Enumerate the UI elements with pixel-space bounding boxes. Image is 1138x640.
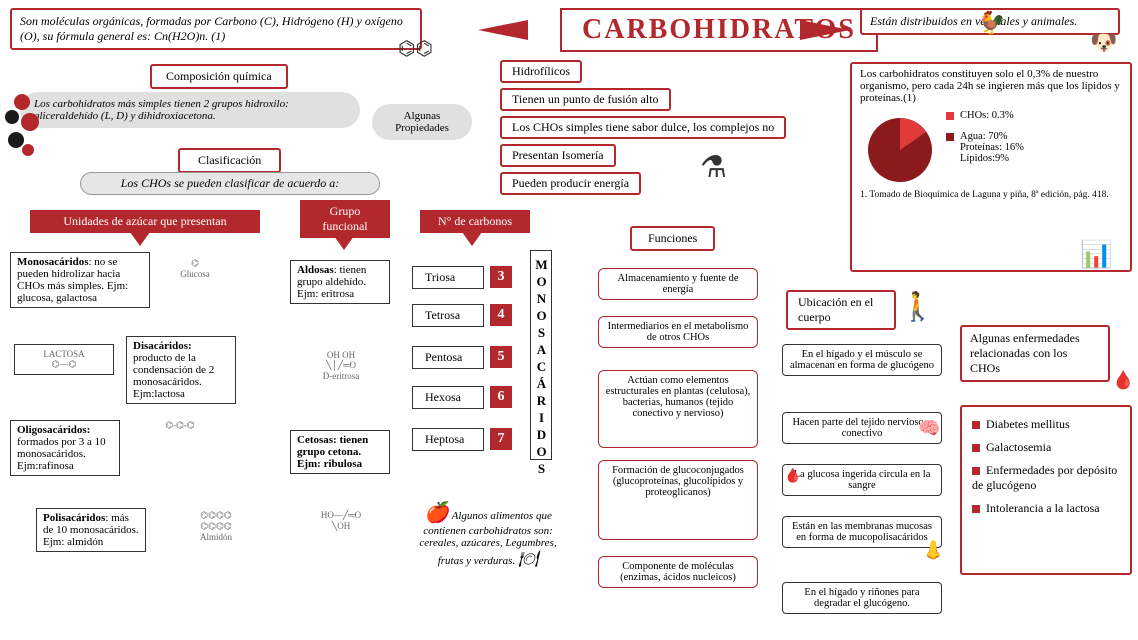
rafinosa-img: ⌬-⌬-⌬ — [130, 420, 230, 431]
pie-note: 1. Tomado de Bioquímica de Laguna y piña… — [860, 190, 1122, 200]
func-1: Intermediarios en el metabolismo de otro… — [598, 316, 758, 348]
monosacaridos-vert: MONOSACÁRIDOS — [530, 250, 552, 460]
di-t: producto de la condensación de 2 monosac… — [133, 352, 214, 400]
blooddrop-icon: 🩸 — [784, 468, 801, 485]
c-hexosa: Hexosa — [412, 386, 484, 409]
oligo-h: Oligosacáridos: — [17, 424, 90, 436]
n4: 4 — [490, 304, 512, 326]
brain-icon: 🧠 — [918, 418, 940, 439]
poli-h: Polisacáridos — [43, 512, 105, 524]
clasificacion-label: Clasificación — [178, 148, 281, 173]
ub-3: Están en las membranas mucosas en forma … — [782, 516, 942, 548]
cetosas: Cetosas: tienen grupo cetona. Ejm: ribul… — [290, 430, 390, 474]
prop-0: Hidrofílicos — [500, 60, 582, 83]
oligo-t: formados por 3 a 10 monosacáridos. Ejm:r… — [17, 436, 106, 472]
n3: 3 — [490, 266, 512, 288]
arrow-icon — [462, 232, 482, 246]
prop-4: Pueden producir energía — [500, 172, 641, 195]
arrow-icon — [130, 232, 150, 246]
blood-icon: 🩸 — [1112, 370, 1134, 391]
prop-2: Los CHOs simples tiene sabor dulce, los … — [500, 116, 786, 139]
nose-icon: 👃 — [922, 540, 944, 561]
di-h: Disacáridos: — [133, 340, 192, 352]
c-tetrosa: Tetrosa — [412, 304, 484, 327]
simples-text: Los carbohidratos más simples tienen 2 g… — [20, 92, 360, 128]
arrow-right-icon — [800, 20, 850, 40]
enf-1: Galactosemia — [986, 440, 1051, 454]
bars-icon: 📊 — [1080, 240, 1112, 270]
glucose-img: ⌬Glucosa — [160, 258, 230, 279]
ub-2: La glucosa ingerida circula en la sangre — [782, 464, 942, 496]
funciones-label: Funciones — [630, 226, 715, 251]
func-3: Formación de glucoconjugados (glucoprote… — [598, 460, 758, 540]
arrow-left-icon — [478, 20, 528, 40]
crit3: N° de carbonos — [420, 210, 530, 233]
func-0: Almacenamiento y fuente de energía — [598, 268, 758, 300]
fact-text: Los carbohidratos constituyen solo el 0,… — [860, 68, 1122, 104]
n7: 7 — [490, 428, 512, 450]
lactose-img: LACTOSA⌬—⌬ — [14, 344, 114, 375]
enf-3: Intolerancia a la lactosa — [986, 501, 1100, 515]
ubicacion-label: Ubicación en el cuerpo — [786, 290, 896, 330]
c-heptosa: Heptosa — [412, 428, 484, 451]
aldosas-h: Aldosas — [297, 264, 334, 276]
mono-h: Monosacáridos — [17, 256, 89, 268]
eritrosa-img: OH OH╲│╱═OD-eritrosa — [296, 350, 386, 381]
ribulosa-img: HO—╱═O╲OH — [296, 510, 386, 532]
person-icon: 🚶 — [900, 290, 935, 324]
rooster-icon: 🐓 — [978, 10, 1005, 36]
func-4: Componente de moléculas (enzimas, ácidos… — [598, 556, 758, 588]
ub-4: En el hígado y riñones para degradar el … — [782, 582, 942, 614]
composicion-label: Composición química — [150, 64, 288, 89]
func-2: Actúan como elementos estructurales en p… — [598, 370, 758, 448]
clasif-text: Los CHOs se pueden clasificar de acuerdo… — [80, 172, 380, 195]
enfermedades-label: Algunas enfermedades relacionadas con lo… — [960, 325, 1110, 382]
almidon-img: ⌬⌬⌬⌬⌬⌬⌬⌬Almidón — [156, 510, 276, 542]
enfermedades-box: Diabetes mellitus Galactosemia Enfermeda… — [960, 405, 1132, 575]
n5: 5 — [490, 346, 512, 368]
propiedades-label: Algunas Propiedades — [372, 104, 472, 140]
pie-l1: Agua: 70% — [960, 131, 1008, 142]
pie-chart — [860, 110, 940, 190]
pie-l3: Lípidos:9% — [960, 153, 1009, 164]
prop-3: Presentan Isomería — [500, 144, 616, 167]
ub-0: En el hígado y el músculo se almacenan e… — [782, 344, 942, 376]
flask-icon: ⚗ — [700, 150, 727, 185]
c-triosa: Triosa — [412, 266, 484, 289]
molecule-deco-icon — [2, 92, 42, 162]
alimentos-box: 🍎 Algunos alimentos que contienen carboh… — [408, 500, 568, 569]
n6: 6 — [490, 386, 512, 408]
enf-2: Enfermedades por depósito de glucógeno — [972, 463, 1117, 492]
definition-box: Son moléculas orgánicas, formadas por Ca… — [10, 8, 422, 50]
crit1: Unidades de azúcar que presentan — [30, 210, 260, 233]
enf-0: Diabetes mellitus — [986, 417, 1070, 431]
crit2: Grupo funcional — [300, 200, 390, 238]
molecule-icon: ⌬⌬ — [398, 36, 433, 61]
pie-l2: Proteínas: 16% — [960, 142, 1024, 153]
c-pentosa: Pentosa — [412, 346, 484, 369]
arrow-icon — [334, 236, 354, 250]
dog-icon: 🐶 — [1090, 30, 1117, 56]
prop-1: Tienen un punto de fusión alto — [500, 88, 671, 111]
pie-l0: CHOs: 0.3% — [960, 110, 1014, 121]
